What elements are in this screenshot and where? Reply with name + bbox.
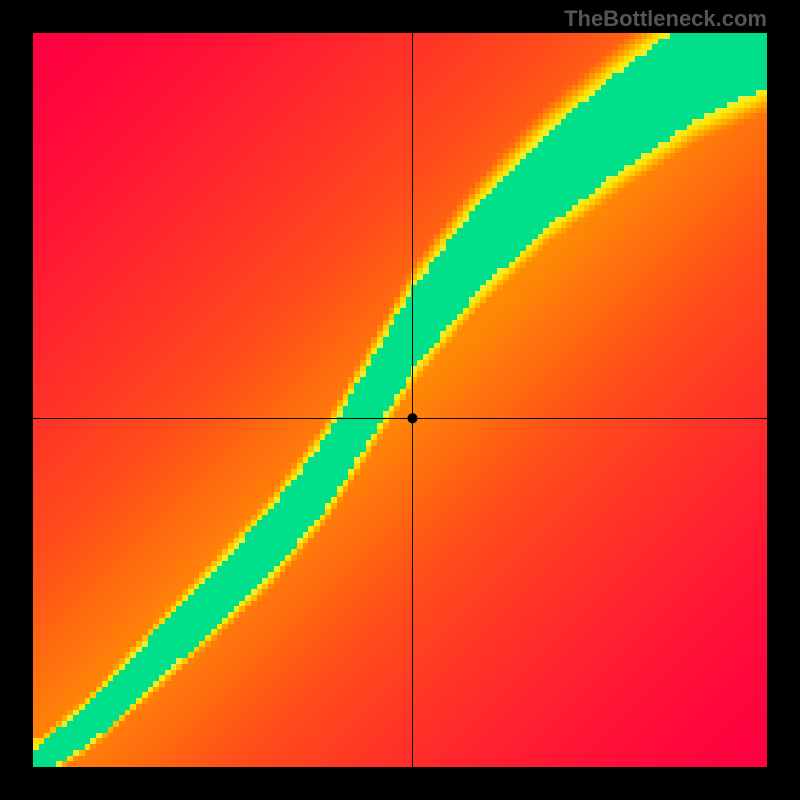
bottleneck-heatmap-canvas xyxy=(0,0,800,800)
